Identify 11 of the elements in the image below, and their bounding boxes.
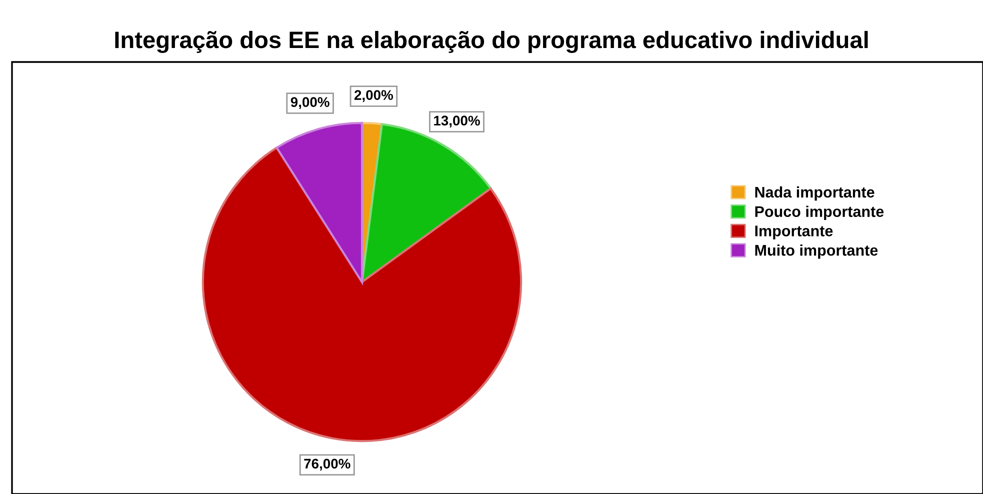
- legend-label: Importante: [755, 226, 833, 240]
- data-label: 9,00%: [290, 97, 330, 109]
- data-label: 13,00%: [434, 116, 480, 128]
- data-label: 2,00%: [354, 90, 394, 102]
- data-label: 76,00%: [304, 458, 350, 471]
- legend-label: Nada importante: [755, 186, 874, 201]
- pie-slice: [276, 122, 364, 284]
- legend-label: Muito importante: [755, 244, 878, 259]
- chart-title: Integração dos EE na elaboração do programa educativo individual: [115, 30, 868, 54]
- legend-label: Pouco importante: [755, 206, 884, 220]
- pie-slice: [202, 146, 522, 442]
